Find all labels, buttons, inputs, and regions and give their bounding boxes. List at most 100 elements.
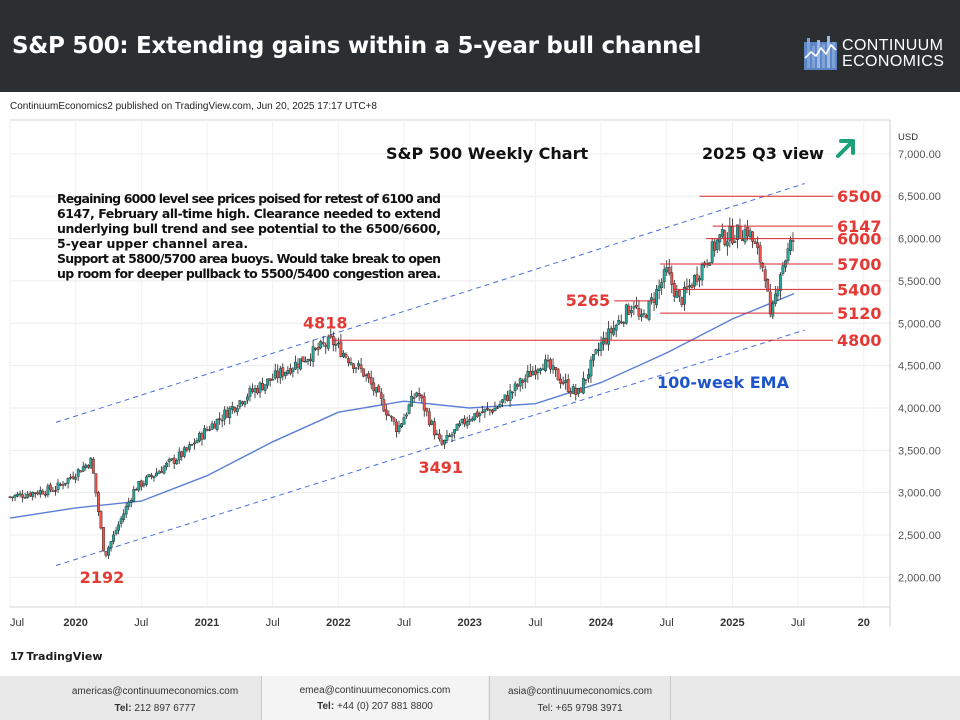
- candle-body: [682, 286, 686, 305]
- candle-body: [253, 388, 257, 393]
- x-tick-label: 2021: [195, 617, 219, 629]
- candle-body: [619, 321, 623, 323]
- candle-body: [387, 414, 391, 417]
- candle-body: [556, 368, 560, 381]
- candle-body: [614, 324, 618, 331]
- candle-body: [379, 392, 383, 399]
- level-label-4800: 4800: [837, 331, 882, 350]
- candle-body: [627, 305, 631, 315]
- candle-body: [564, 379, 568, 383]
- candle-body: [117, 524, 121, 531]
- candle-body: [357, 363, 360, 367]
- candle-body: [344, 353, 348, 358]
- candle-body: [468, 419, 472, 422]
- candle-body: [392, 417, 396, 422]
- arrow-up-right-icon: [836, 139, 855, 158]
- candle-body: [559, 378, 563, 384]
- candle-body: [680, 297, 684, 306]
- commentary-line: 6147, February all-time high. Clearance …: [57, 206, 441, 221]
- candle-body: [235, 408, 239, 413]
- candle-body: [84, 464, 88, 469]
- candle-body: [326, 336, 330, 349]
- candle-body: [645, 314, 648, 319]
- candle-body: [574, 387, 578, 395]
- candle-body: [238, 400, 242, 408]
- point-label-2192: 2192: [80, 568, 125, 587]
- candle-body: [604, 338, 608, 344]
- candle-body: [89, 457, 93, 469]
- candle-body: [127, 501, 131, 507]
- candle-body: [698, 278, 701, 281]
- candle-body: [723, 230, 727, 246]
- candle-body: [417, 392, 421, 396]
- candle-body: [74, 477, 78, 480]
- candle-body: [155, 472, 158, 477]
- ema-line: [9, 292, 795, 519]
- candle-body: [205, 429, 209, 431]
- candle-body: [725, 241, 729, 247]
- candle-body: [329, 334, 333, 338]
- footer-email[interactable]: emea@continuumeconomics.com: [299, 685, 451, 696]
- candle-body: [738, 226, 742, 239]
- candle-body: [657, 285, 661, 291]
- candle-body: [677, 290, 681, 297]
- candle-body: [791, 240, 795, 242]
- candle-body: [152, 475, 156, 478]
- candle-body: [91, 458, 95, 474]
- candle-body: [26, 494, 30, 498]
- candle-body: [789, 239, 792, 251]
- candle-body: [662, 269, 666, 283]
- candle-body: [685, 286, 689, 289]
- candle-body: [554, 367, 557, 371]
- candle-body: [228, 407, 232, 419]
- candle-body: [602, 337, 605, 345]
- level-label-5265: 5265: [566, 291, 611, 310]
- candle-body: [710, 241, 714, 263]
- candle-body: [730, 226, 734, 244]
- channel-lower-line: [55, 329, 805, 566]
- candle-body: [321, 342, 325, 345]
- candle-body: [544, 359, 547, 371]
- candle-body: [455, 423, 459, 431]
- candle-body: [405, 414, 408, 417]
- candle-body: [210, 423, 214, 430]
- candle-body: [483, 408, 487, 413]
- candle-body: [533, 370, 537, 375]
- candle-body: [496, 407, 499, 409]
- tel-number: +44 (0) 207 881 8800: [336, 701, 433, 712]
- candle-body: [587, 374, 590, 379]
- x-tick-label: 2025: [720, 617, 744, 629]
- candle-body: [594, 349, 598, 354]
- candle-body: [144, 476, 148, 485]
- candle-body: [410, 395, 414, 407]
- candle-body: [382, 399, 386, 412]
- candle-body: [693, 275, 696, 287]
- candle-body: [443, 439, 446, 445]
- tel-label: Tel:: [114, 703, 132, 714]
- candle-body: [475, 411, 479, 417]
- candle-body: [304, 361, 307, 363]
- candle-body: [316, 347, 320, 350]
- commentary-line: up room for deeper pullback to 5500/5400…: [57, 266, 441, 281]
- candle-body: [445, 434, 449, 441]
- candle-body: [493, 407, 497, 412]
- candle-body: [733, 241, 737, 243]
- candle-body: [470, 418, 474, 421]
- candle-body: [86, 465, 90, 468]
- candle-body: [647, 300, 651, 320]
- footer-tel: Tel: 212 897 6777: [50, 703, 260, 714]
- footer-contact-emea: emea@continuumeconomics.com Tel: +44 (0)…: [262, 676, 488, 720]
- candle-body: [162, 466, 166, 474]
- logo-text-line2: ECONOMICS: [842, 53, 945, 70]
- candle-body: [215, 418, 219, 430]
- level-label-6000: 6000: [837, 230, 882, 249]
- candle-body: [599, 342, 603, 351]
- candle-body: [261, 382, 264, 391]
- candle-body: [460, 418, 464, 423]
- candle-body: [432, 421, 436, 436]
- tel-label: Tel:: [537, 703, 553, 714]
- footer-email[interactable]: americas@continuumeconomics.com: [71, 686, 239, 697]
- footer-email[interactable]: asia@continuumeconomics.com: [507, 686, 653, 697]
- candle-body: [771, 303, 775, 317]
- candle-body: [132, 489, 136, 502]
